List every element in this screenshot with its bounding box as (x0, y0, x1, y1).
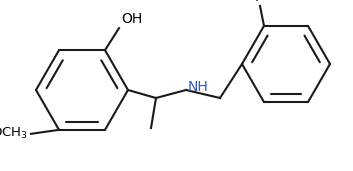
Text: OH: OH (121, 12, 142, 26)
Text: NH: NH (188, 80, 209, 94)
Text: F: F (255, 0, 263, 4)
Text: OCH$_3$: OCH$_3$ (0, 126, 28, 141)
